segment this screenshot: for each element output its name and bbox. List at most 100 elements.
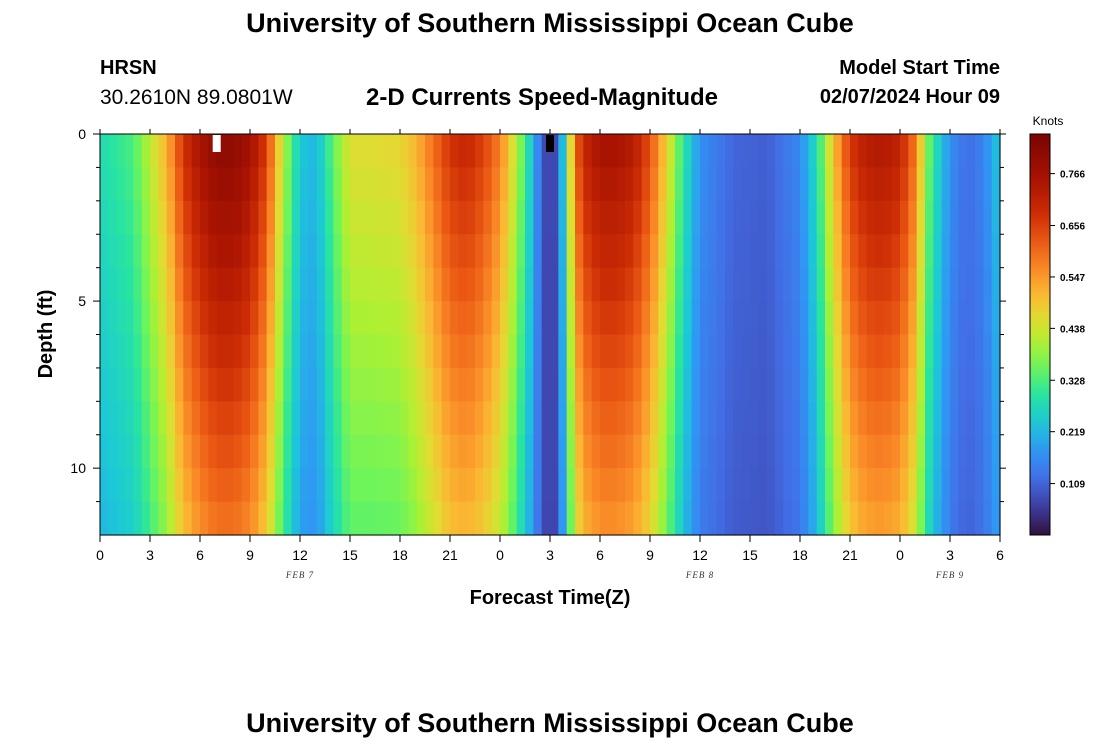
- heatmap-cell: [675, 301, 684, 336]
- heatmap-cell: [766, 200, 776, 235]
- heatmap-cell: [550, 167, 559, 202]
- heatmap-cell: [450, 501, 459, 536]
- heatmap-cell: [941, 401, 951, 436]
- heatmap-cell: [558, 334, 568, 369]
- heatmap-cell: [566, 301, 576, 336]
- heatmap-cell: [591, 501, 601, 536]
- heatmap-cell: [591, 167, 601, 202]
- heatmap-cell: [483, 267, 493, 302]
- heatmap-cell: [725, 234, 734, 269]
- heatmap-cell: [900, 234, 909, 269]
- page-title: University of Southern Mississippi Ocean…: [246, 8, 854, 38]
- heatmap-cell: [600, 267, 609, 302]
- heatmap-cell: [300, 334, 309, 369]
- heatmap-cell: [125, 334, 134, 369]
- heatmap-cell: [491, 434, 501, 469]
- heatmap-cell: [583, 334, 593, 369]
- heatmap-cell: [275, 434, 284, 469]
- heatmap-cell: [633, 401, 643, 436]
- heatmap-cell: [550, 334, 559, 369]
- heatmap-cell: [216, 234, 226, 269]
- heatmap-cell: [908, 501, 918, 536]
- heatmap-cell: [966, 267, 976, 302]
- heatmap-cell: [275, 167, 284, 202]
- heatmap-cell: [900, 334, 909, 369]
- heatmap-cell: [908, 334, 918, 369]
- heatmap-cell: [950, 401, 959, 436]
- heatmap-cell: [966, 434, 976, 469]
- heatmap-cell: [866, 367, 876, 402]
- heatmap-cell: [600, 167, 609, 202]
- heatmap-cell: [708, 334, 718, 369]
- x-tick-label: 6: [596, 547, 604, 563]
- heatmap-cell: [125, 301, 134, 336]
- heatmap-cell: [308, 267, 318, 302]
- heatmap-cell: [725, 468, 734, 503]
- heatmap-cell: [250, 334, 259, 369]
- heatmap-cell: [108, 301, 118, 336]
- heatmap-cell: [716, 200, 726, 235]
- heatmap-cell: [525, 501, 534, 536]
- heatmap-cell: [866, 134, 876, 169]
- heatmap-cell: [166, 468, 176, 503]
- heatmap-cell: [950, 367, 959, 402]
- heatmap-cell: [300, 401, 309, 436]
- heatmap-cell: [950, 334, 959, 369]
- heatmap-cell: [891, 167, 901, 202]
- heatmap-cell: [808, 468, 818, 503]
- heatmap-cell: [283, 367, 293, 402]
- heatmap-cell: [541, 334, 551, 369]
- heatmap-cell: [808, 367, 818, 402]
- heatmap-cell: [758, 234, 768, 269]
- heatmap-cell: [116, 301, 126, 336]
- heatmap-cell: [891, 200, 901, 235]
- heatmap-cell: [966, 301, 976, 336]
- surface-markers: [212, 135, 554, 152]
- heatmap-cell: [350, 234, 359, 269]
- heatmap-cell: [383, 267, 393, 302]
- heatmap-cell: [833, 200, 843, 235]
- heatmap-cell: [433, 434, 443, 469]
- heatmap-cell: [375, 234, 384, 269]
- heatmap-cell: [900, 134, 909, 169]
- heatmap-cell: [850, 501, 859, 536]
- heatmap-cell: [683, 167, 693, 202]
- heatmap-cell: [775, 468, 784, 503]
- heatmap-cell: [625, 267, 634, 302]
- heatmap-cell: [416, 334, 426, 369]
- heatmap-cell: [741, 367, 751, 402]
- heatmap-cell: [975, 401, 984, 436]
- heatmap-cell: [525, 401, 534, 436]
- heatmap-cell: [333, 367, 343, 402]
- heatmap-cell: [841, 167, 851, 202]
- heatmap-cell: [116, 468, 126, 503]
- heatmap-cell: [883, 501, 893, 536]
- heatmap-cell: [483, 468, 493, 503]
- heatmap-cell: [675, 167, 684, 202]
- heatmap-cell: [491, 167, 501, 202]
- heatmap-cell: [850, 167, 859, 202]
- heatmap-cell: [458, 167, 468, 202]
- heatmap-cell: [616, 501, 626, 536]
- heatmap-cell: [358, 334, 368, 369]
- heatmap-cell: [633, 501, 643, 536]
- heatmap-cell: [416, 468, 426, 503]
- heatmap-cell: [225, 501, 234, 536]
- heatmap-cell: [500, 167, 509, 202]
- heatmap-cell: [766, 167, 776, 202]
- heatmap-cell: [983, 234, 993, 269]
- heatmap-cell: [700, 401, 709, 436]
- heatmap-cell: [466, 367, 476, 402]
- heatmap-cell: [550, 267, 559, 302]
- heatmap-cell: [366, 200, 376, 235]
- heatmap-cell: [258, 134, 268, 169]
- heatmap-cell: [375, 334, 384, 369]
- heatmap-cell: [525, 267, 534, 302]
- heatmap-cell: [991, 200, 1001, 235]
- heatmap-cell: [891, 501, 901, 536]
- heatmap-cell: [433, 401, 443, 436]
- heatmap-cell: [258, 334, 268, 369]
- heatmap-cell: [175, 367, 184, 402]
- heatmap-cell: [208, 468, 218, 503]
- heatmap-cell: [866, 334, 876, 369]
